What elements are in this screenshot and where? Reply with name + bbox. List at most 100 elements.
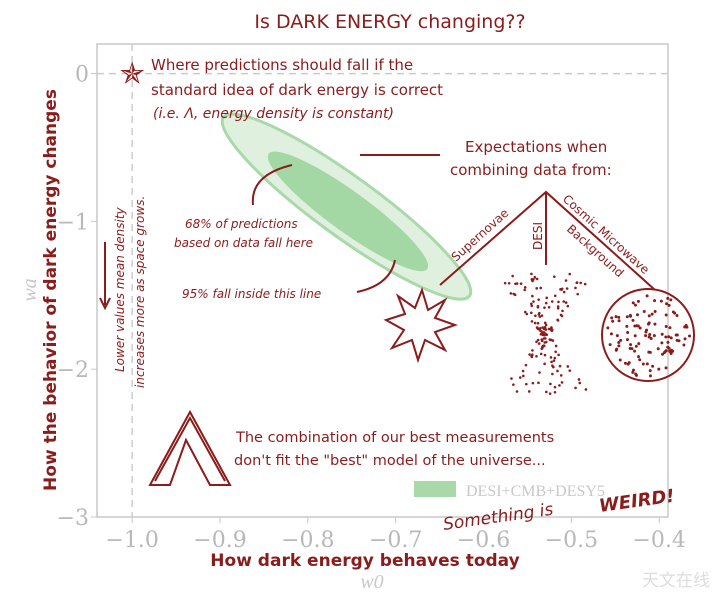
cmb-dot [629, 343, 633, 347]
cmb-dot [667, 335, 671, 339]
desi-dot [543, 362, 546, 366]
cmb-dot [626, 330, 630, 334]
arrow-95 [356, 259, 396, 293]
lambda-star-icon: ✯ [120, 57, 145, 92]
desi-dot [553, 294, 557, 298]
desi-dot [583, 282, 587, 286]
desi-scatter-icon [503, 272, 588, 395]
desi-dot [527, 390, 531, 393]
desi-dot [528, 353, 531, 356]
desi-dot [531, 349, 534, 352]
annotation-exp-1: Expectations when [465, 138, 607, 156]
legend-label: DESI+CMB+DESY5 [466, 483, 605, 500]
cmb-dot [634, 344, 638, 348]
cmb-dot [631, 368, 635, 372]
desi-dot [576, 292, 579, 296]
desi-dot [566, 365, 570, 368]
desi-dot [562, 290, 566, 294]
desi-dot [565, 287, 569, 290]
cmb-dot [688, 334, 692, 338]
cmb-dot [645, 294, 649, 298]
cmb-dot [608, 343, 612, 347]
desi-dot [568, 272, 572, 276]
annotation-68-1: 68% of predictions [185, 217, 298, 231]
cmb-dot [623, 361, 627, 365]
desi-dot [545, 390, 548, 394]
cmb-dot [675, 314, 679, 318]
desi-dot [553, 385, 557, 389]
cmb-dot [626, 362, 630, 366]
cmb-dot [659, 299, 663, 303]
cmb-dot [637, 355, 641, 359]
desi-dot [543, 333, 546, 337]
cmb-dot [664, 335, 668, 339]
x-tick-label: −1.0 [105, 528, 158, 553]
desi-dot [539, 352, 543, 356]
desi-dot [539, 286, 543, 290]
cmb-dot [611, 319, 615, 323]
cmb-dot [674, 333, 678, 337]
desi-dot [545, 333, 549, 337]
desi-dot [560, 381, 564, 384]
desi-dot [507, 281, 511, 285]
desi-dot [544, 323, 548, 327]
plot-frame [96, 43, 669, 518]
desi-dot [556, 318, 559, 322]
x-tick-label: −0.5 [545, 528, 598, 553]
desi-dot [510, 377, 513, 380]
desi-dot [536, 326, 539, 330]
desi-dot [524, 363, 528, 367]
desi-dot [531, 381, 535, 385]
desi-dot [558, 384, 561, 387]
cmb-dot [610, 316, 614, 320]
cmb-dot [630, 347, 634, 351]
desi-dot [536, 338, 540, 342]
cmb-dot [631, 370, 635, 374]
y-tick-label: −2 [57, 358, 89, 383]
desi-dot [568, 369, 572, 372]
desi-dot [552, 359, 556, 362]
annotation-combo-1: The combination of our best measurements [235, 430, 554, 446]
cmb-dot [638, 326, 642, 330]
cmb-dot [625, 315, 629, 319]
cmb-dot [664, 366, 668, 370]
cmb-dot [642, 310, 646, 314]
annotation-lower-2: increases more as space grows. [133, 196, 147, 388]
cmb-dot [667, 303, 671, 307]
cmb-dot [617, 344, 621, 348]
desi-dot [554, 344, 558, 348]
desi-dot [550, 329, 554, 333]
desi-dot [512, 292, 516, 296]
desi-dot [529, 311, 533, 315]
cmb-dot [609, 332, 613, 336]
cmb-dot [651, 364, 655, 368]
cmb-dot [638, 358, 642, 362]
desi-dot [523, 310, 527, 314]
desi-dot [538, 315, 542, 318]
desi-dot [521, 369, 525, 373]
desi-dot [560, 314, 564, 318]
annotation-star-1: Where predictions should fall if the [151, 56, 413, 74]
cmb-dot [619, 338, 623, 342]
desi-dot [584, 388, 588, 391]
desi-dot [541, 326, 544, 329]
desi-dot [579, 281, 582, 285]
desi-dot [537, 313, 541, 316]
annotation-lower-1: Lower values mean density [113, 206, 127, 372]
cmb-dot [647, 321, 651, 325]
desi-dot [525, 312, 529, 316]
desi-dot [574, 286, 577, 290]
cmb-dot [650, 312, 654, 316]
y-tick-label: −3 [57, 506, 89, 531]
desi-dot [536, 321, 540, 325]
desi-dot [544, 328, 548, 331]
arrow-68 [251, 164, 293, 206]
annotation-star-3: (i.e. Λ, energy density is constant) [153, 106, 394, 122]
desi-dot [518, 376, 522, 379]
contour-region [220, 112, 473, 301]
desi-dot [537, 342, 541, 345]
label-desi: DESI [531, 222, 545, 250]
desi-dot [530, 304, 534, 308]
desi-dot [551, 339, 555, 342]
desi-dot [530, 272, 533, 276]
